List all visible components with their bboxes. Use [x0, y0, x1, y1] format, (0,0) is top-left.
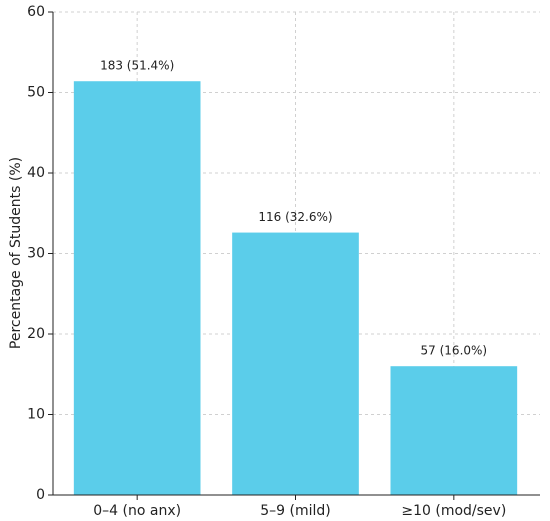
y-tick-label: 30: [27, 246, 45, 262]
x-tick-label: ≥10 (mod/sev): [401, 503, 506, 519]
bar: [73, 81, 201, 495]
x-tick-label: 0–4 (no anx): [93, 503, 181, 519]
value-label: 183 (51.4%): [100, 59, 174, 73]
y-tick-label: 0: [36, 487, 45, 503]
y-tick-label: 40: [27, 165, 45, 181]
y-tick-label: 60: [27, 4, 45, 20]
value-label: 57 (16.0%): [421, 344, 488, 358]
y-axis-label: Percentage of Students (%): [8, 157, 24, 349]
value-label: 116 (32.6%): [258, 210, 332, 224]
y-tick-label: 20: [27, 326, 45, 342]
y-tick-label: 50: [27, 85, 45, 101]
x-tick-label: 5–9 (mild): [260, 503, 331, 519]
bar: [232, 232, 359, 495]
bar: [390, 366, 518, 495]
y-tick-label: 10: [27, 407, 45, 423]
